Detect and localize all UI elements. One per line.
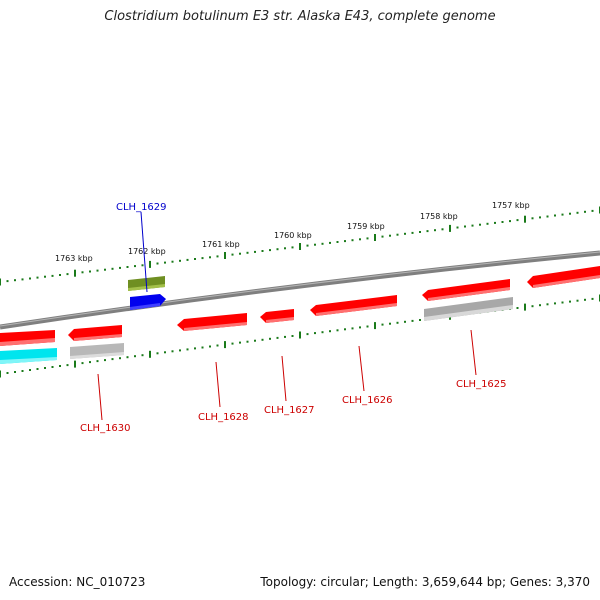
gene-CLH_1625[interactable] [422,279,510,301]
gene-feature-shade [70,352,124,359]
gene-feature-shade [0,357,57,364]
gene-feature[interactable] [527,266,600,288]
gene-feature-shade [428,287,510,301]
accession-text: Accession: NC_010723 [9,575,146,589]
label-leader-line [358,345,365,392]
genome-backbone-highlight [0,251,600,327]
label-leader-line [215,361,221,408]
gene-feature-shade [0,338,55,346]
label-leader-line [140,211,148,293]
gene-labels-bottom: CLH_1630 CLH_1628 CLH_1627 CLH_1626 CLH_… [80,329,507,434]
gene-label[interactable]: CLH_1630 [80,423,131,434]
gene-label[interactable]: CLH_1628 [198,412,249,423]
gene-feature-shade [316,303,397,316]
label-leader-line [281,355,287,402]
genome-backbone [0,250,600,330]
gene-feature-shade [533,275,600,288]
scale-label: 1762 kbp [128,247,166,256]
gene-label[interactable]: CLH_1627 [264,405,315,416]
gene-feature-shade [184,322,247,331]
outer-tick-track [0,206,600,286]
gene-labels-top: CLH_1629 [116,202,167,293]
scale-label: 1763 kbp [55,254,93,263]
scale-label: 1761 kbp [202,240,240,249]
gene-feature-shade [130,303,160,310]
scale-labels: 1763 kbp 1762 kbp 1761 kbp 1760 kbp 1759… [55,201,530,263]
gene-label[interactable]: CLH_1629 [116,202,167,213]
gene-feature-shade [266,317,294,323]
page-title: Clostridium botulinum E3 str. Alaska E43… [104,9,496,24]
gene-feature-shade [74,334,122,341]
genome-stats-text: Topology: circular; Length: 3,659,644 bp… [260,575,590,589]
label-leader-line [470,329,477,376]
scale-label: 1758 kbp [420,212,458,221]
gene-label[interactable]: CLH_1626 [342,395,393,406]
reverse-strand-genes [0,266,600,364]
gene-label[interactable]: CLH_1625 [456,379,507,390]
forward-strand-genes [128,276,166,310]
scale-label: 1760 kbp [274,231,312,240]
gene-CLH_1626[interactable] [310,295,397,316]
scale-label: 1759 kbp [347,222,385,231]
label-leader-line [97,373,103,421]
gene-feature-shade [424,305,513,321]
scale-label: 1757 kbp [492,201,530,210]
